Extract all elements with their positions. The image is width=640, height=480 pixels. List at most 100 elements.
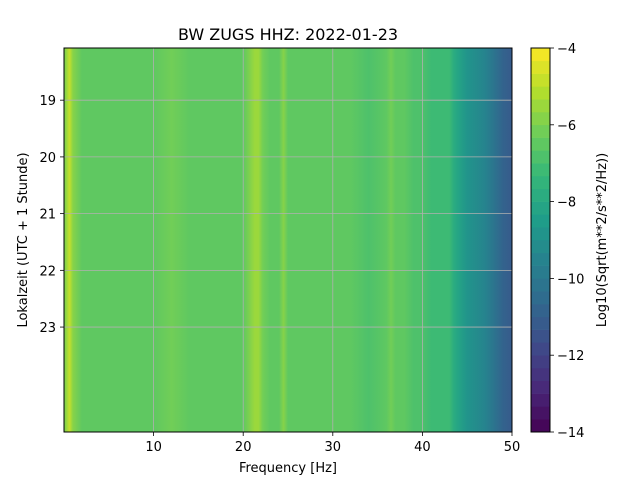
spectrogram-row <box>64 420 512 425</box>
colorbar-step <box>531 252 550 266</box>
spectrogram-row <box>64 368 512 373</box>
spectrogram-row <box>64 356 512 361</box>
spectrogram-row <box>64 340 512 345</box>
colorbar-step <box>531 291 550 305</box>
spectrogram-row <box>64 364 512 369</box>
spectrogram-row <box>64 80 512 85</box>
spectrogram-row <box>64 140 512 145</box>
colorbar: −14 −12 −10 −8 −6 −4 Log10(Sqrt(m**2/s**2/Hz)… <box>530 42 610 441</box>
spectrogram-row <box>64 188 512 193</box>
colorbar-step <box>531 99 550 113</box>
plot-frame <box>63 47 513 433</box>
spectrogram-row <box>64 192 512 197</box>
spectrogram-row <box>64 216 512 221</box>
spectrogram-row <box>64 240 512 245</box>
spectrogram-row <box>64 108 512 113</box>
colorbar-label: Log10(Sqrt(m**2/s**2/Hz)) <box>595 153 610 327</box>
colorbar-step <box>531 112 550 126</box>
spectrogram-row <box>64 112 512 117</box>
spectrogram-row <box>64 328 512 333</box>
spectrogram-row <box>64 276 512 281</box>
colorbar-tick-label: −8 <box>557 196 576 211</box>
spectrogram-row <box>64 200 512 205</box>
spectrogram-row <box>64 236 512 241</box>
colorbar-step <box>531 393 550 407</box>
spectrogram-row <box>64 248 512 253</box>
colorbar-step <box>531 124 550 138</box>
spectrogram-row <box>64 316 512 321</box>
spectrogram-row <box>64 160 512 165</box>
spectrogram-row <box>64 412 512 417</box>
spectrogram-row <box>64 304 512 309</box>
spectrogram-row <box>64 372 512 377</box>
x-tick-label: 40 <box>414 440 431 455</box>
spectrogram-row <box>64 220 512 225</box>
colorbar-tick-label: −6 <box>557 119 576 134</box>
spectrogram-row <box>64 128 512 133</box>
colorbar-step <box>531 419 550 433</box>
spectrogram-row <box>64 156 512 161</box>
spectrogram-row <box>64 136 512 141</box>
colorbar-step <box>531 60 550 74</box>
spectrogram-row <box>64 408 512 413</box>
y-tick-label: 20 <box>39 151 56 166</box>
spectrogram-row <box>64 152 512 157</box>
colorbar-step <box>531 278 550 292</box>
spectrogram-row <box>64 256 512 261</box>
spectrogram-row <box>64 376 512 381</box>
colorbar-step <box>531 137 550 151</box>
colorbar-step <box>531 48 550 62</box>
colorbar-step <box>531 163 550 177</box>
spectrogram-row <box>64 124 512 129</box>
spectrogram-row <box>64 104 512 109</box>
y-tick-label: 23 <box>39 321 56 336</box>
spectrogram-row <box>64 48 512 53</box>
spectrogram-row <box>64 232 512 237</box>
spectrogram-row <box>64 196 512 201</box>
spectrogram-row <box>64 392 512 397</box>
y-axis-label: Lokalzeit (UTC + 1 Stunde) <box>16 152 31 327</box>
spectrogram-row <box>64 148 512 153</box>
spectrogram-row <box>64 292 512 297</box>
spectrogram-row <box>64 312 512 317</box>
spectrogram-row <box>64 272 512 277</box>
spectrogram-row <box>64 404 512 409</box>
spectrogram-row <box>64 144 512 149</box>
spectrogram-row <box>64 308 512 313</box>
spectrogram-row <box>64 60 512 65</box>
spectrogram-row <box>64 176 512 181</box>
spectrogram-row <box>64 92 512 97</box>
colorbar-step <box>531 406 550 420</box>
spectrogram-row <box>64 72 512 77</box>
spectrogram-row <box>64 424 512 429</box>
colorbar-step <box>531 176 550 190</box>
colorbar-step <box>531 265 550 279</box>
spectrogram-row <box>64 56 512 61</box>
spectrogram-row <box>64 360 512 365</box>
spectrogram-row <box>64 64 512 69</box>
colorbar-step <box>531 73 550 87</box>
colorbar-step <box>531 150 550 164</box>
x-tick-label: 10 <box>145 440 162 455</box>
y-tick-label: 19 <box>39 94 56 109</box>
colorbar-step <box>531 368 550 382</box>
spectrogram-row <box>64 204 512 209</box>
spectrogram-row <box>64 172 512 177</box>
spectrogram-row <box>64 348 512 353</box>
spectrogram-row <box>64 100 512 105</box>
plot-area: 10 20 30 40 50 19 20 21 22 23 <box>39 47 520 455</box>
spectrogram-row <box>64 208 512 213</box>
spectrogram-row <box>64 228 512 233</box>
colorbar-step <box>531 188 550 202</box>
spectrogram-row <box>64 400 512 405</box>
x-tick-label: 20 <box>235 440 252 455</box>
spectrogram-row <box>64 280 512 285</box>
x-tick-label: 30 <box>325 440 342 455</box>
spectrogram-row <box>64 52 512 57</box>
spectrogram-row <box>64 120 512 125</box>
spectrogram-row <box>64 224 512 229</box>
colorbar-step <box>531 329 550 343</box>
spectrogram-row <box>64 168 512 173</box>
spectrogram-row <box>64 164 512 169</box>
